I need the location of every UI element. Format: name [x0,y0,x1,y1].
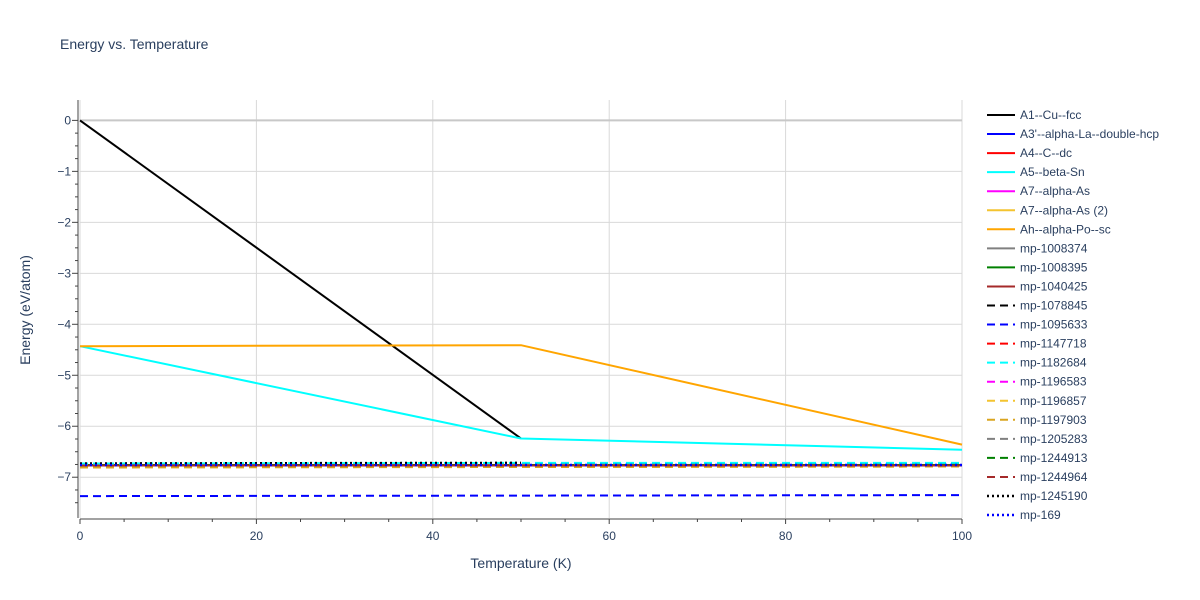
legend[interactable]: A1--Cu--fcc A3'--alpha-La--double-hcp A4--… [987,108,1159,522]
legend-item-label: mp-1244964 [1020,470,1088,484]
legend-item-label: A5--beta-Sn [1020,165,1085,179]
x-tick-label: 0 [77,529,84,543]
x-tick-label: 40 [426,529,440,543]
series-line-20 [79,461,522,465]
series-layer [79,119,963,498]
y-tick-label: −3 [57,266,71,280]
axes [72,100,963,524]
legend-item-label: A7--alpha-As (2) [1020,203,1108,217]
legend-item-label: A7--alpha-As [1020,184,1090,198]
legend-item-label: A3'--alpha-La--double-hcp [1020,127,1159,141]
series-line-11 [79,494,963,498]
y-axis-title: Energy (eV/atom) [17,255,33,365]
legend-item-label: mp-1196583 [1020,375,1087,389]
x-ticks: 0 20 40 60 80 100 [77,529,973,543]
legend-item-label: mp-1245190 [1020,489,1088,503]
legend-item-label: mp-169 [1020,508,1061,522]
series-line-6 [79,344,963,446]
grid [79,100,963,518]
legend-item-label: mp-1244913 [1020,451,1088,465]
series-line-13 [79,461,962,465]
y-tick-label: −5 [57,368,71,382]
x-tick-label: 60 [603,529,617,543]
legend-item-label: mp-1197903 [1020,413,1087,427]
legend-item-label: mp-1008395 [1020,260,1088,274]
y-ticks: 0 −1 −2 −3 −4 −5 −6 −7 [57,113,71,484]
y-tick-label: −6 [57,419,71,433]
legend-item-label: Ah--alpha-Po--sc [1020,222,1111,236]
x-tick-label: 100 [952,529,972,543]
x-axis-title: Temperature (K) [470,555,571,571]
legend-item-label: mp-1196857 [1020,394,1087,408]
legend-item-label: mp-1078845 [1020,299,1088,313]
series-line-3 [79,345,963,451]
legend-item-label: mp-1182684 [1020,356,1087,370]
y-tick-label: 0 [64,113,71,127]
legend-item-label: mp-1095633 [1020,318,1088,332]
chart-title: Energy vs. Temperature [60,36,209,52]
x-tick-label: 80 [779,529,793,543]
legend-item-label: mp-1008374 [1020,241,1088,255]
y-tick-label: −1 [57,164,71,178]
legend-item-label: mp-1040425 [1020,279,1088,293]
y-tick-label: −7 [57,470,71,484]
series-line-16 [79,465,963,469]
series-line-0 [79,119,522,440]
legend-item-label: A4--C--dc [1020,146,1072,160]
y-tick-label: −4 [57,317,71,331]
y-tick-label: −2 [57,215,71,229]
legend-item-label: mp-1147718 [1020,337,1087,351]
x-tick-label: 20 [250,529,264,543]
legend-item-label: A1--Cu--fcc [1020,108,1081,122]
legend-item-label: mp-1205283 [1020,432,1088,446]
